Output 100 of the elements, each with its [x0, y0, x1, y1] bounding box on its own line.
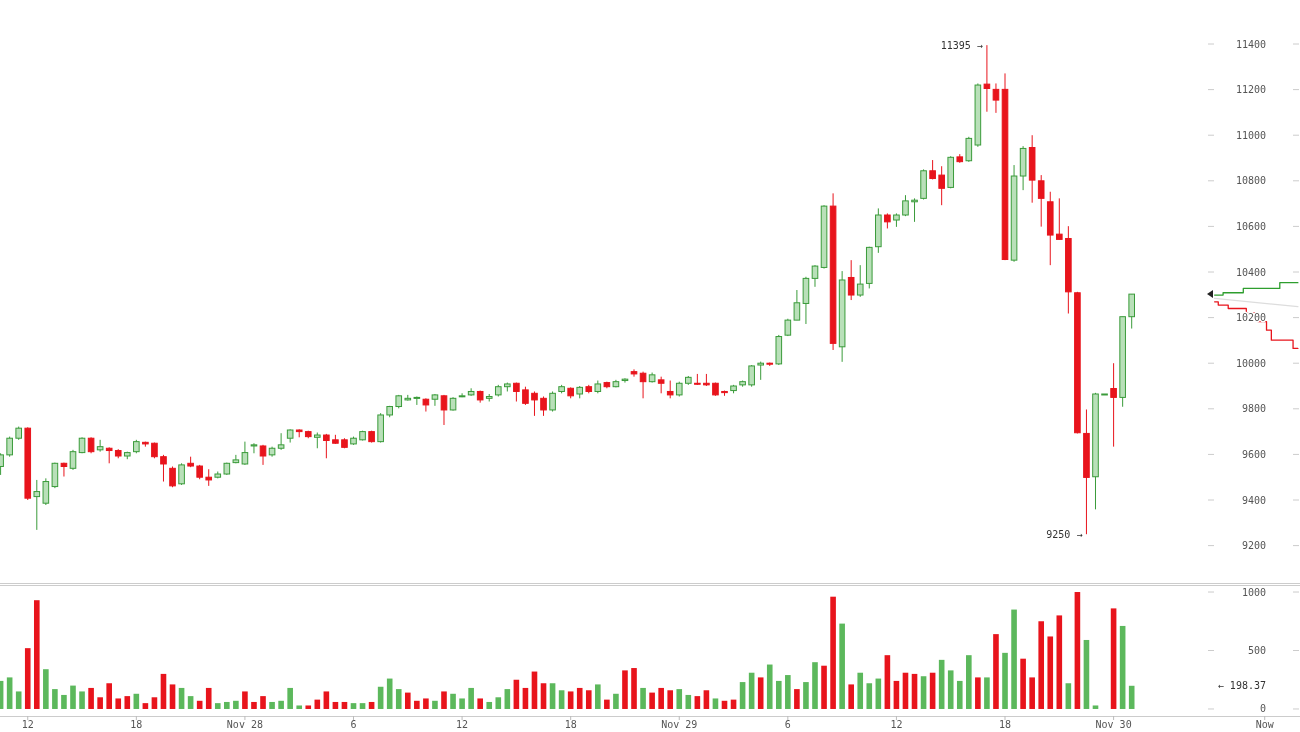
bar [97, 697, 103, 709]
bar [595, 684, 601, 709]
bar [332, 701, 339, 709]
x-tick-label: Nov 30 [1095, 719, 1132, 730]
bar [667, 690, 674, 709]
bar [414, 700, 420, 709]
candlestick [51, 462, 59, 489]
bar [966, 655, 972, 709]
bar [920, 676, 927, 709]
candlestick [793, 289, 801, 321]
y-tick-label: 0 [1259, 703, 1266, 715]
y-tick-label: 9600 [1241, 448, 1266, 460]
bar [260, 696, 266, 709]
bar [1029, 677, 1035, 709]
bar [1002, 652, 1008, 709]
bar [984, 677, 990, 709]
bar [1020, 658, 1026, 709]
bar [757, 677, 764, 709]
candlestick [639, 371, 647, 399]
bar [1092, 705, 1099, 709]
bar [269, 701, 275, 709]
candlestick [549, 390, 556, 413]
y-tick-label: 10400 [1235, 266, 1266, 278]
candlestick [69, 449, 77, 471]
candlestick [440, 394, 448, 426]
candlestick [748, 364, 755, 388]
bar [115, 698, 122, 709]
y-tick-label: 9200 [1241, 540, 1266, 552]
bar [423, 698, 429, 709]
bar [658, 687, 664, 709]
y-tick-label: 10600 [1235, 220, 1266, 232]
bar [450, 693, 456, 709]
candlestick [847, 259, 855, 301]
bar [404, 692, 411, 709]
candlestick [1128, 293, 1135, 330]
bar [296, 705, 303, 709]
bar [703, 690, 710, 709]
bar [323, 691, 330, 709]
annotation: 9250 → [1046, 528, 1083, 540]
bar [305, 705, 312, 709]
bar [395, 689, 402, 709]
bar [794, 689, 800, 709]
bar [975, 677, 981, 709]
x-tick-label: 6 [784, 719, 791, 730]
candlestick [42, 477, 50, 506]
candlestick [96, 439, 104, 453]
bar [43, 669, 49, 709]
bar [70, 685, 76, 709]
bar [694, 696, 701, 709]
bar [61, 694, 67, 709]
annotation: 11395 → [940, 39, 983, 51]
bar [341, 701, 348, 709]
bar [649, 692, 655, 709]
bar [432, 700, 438, 709]
bar [214, 703, 221, 709]
bar [803, 682, 809, 709]
annotation: ← 198.37 [1217, 680, 1266, 692]
bar [441, 691, 447, 709]
bar [567, 691, 574, 709]
candlestick [811, 264, 819, 288]
x-tick-label: 12 [456, 719, 469, 730]
bar [15, 691, 22, 709]
bar [830, 596, 836, 709]
candlestick [983, 44, 991, 113]
y-tick-label: 10000 [1235, 357, 1266, 369]
bar [287, 687, 293, 709]
x-tick-label: 18 [998, 719, 1012, 730]
bar [839, 623, 845, 709]
candlestick [1110, 362, 1117, 448]
bar [106, 683, 112, 709]
bar [477, 698, 483, 709]
bar [1011, 609, 1017, 709]
bar [350, 703, 357, 709]
bar [1047, 636, 1054, 709]
bar [233, 700, 239, 709]
bar [151, 697, 158, 709]
bar [812, 662, 818, 709]
x-tick-label: 18 [564, 719, 577, 730]
bar [956, 680, 963, 709]
candlestick [323, 433, 330, 459]
candlestick [277, 432, 285, 451]
bar [468, 687, 474, 709]
candlestick [938, 165, 945, 206]
x-tick-label: 6 [350, 719, 357, 730]
candlestick [422, 397, 430, 413]
bar [640, 687, 646, 709]
bar [169, 684, 176, 709]
bar [766, 664, 773, 709]
candlestick [60, 462, 68, 478]
bar [6, 677, 13, 709]
candlestick [992, 82, 1000, 114]
bar [486, 701, 493, 709]
x-tick-label: 12 [890, 719, 903, 730]
candlestick [178, 462, 185, 486]
y-tick-label: 1000 [1241, 586, 1266, 598]
bar [993, 634, 999, 709]
candlestick [6, 436, 13, 458]
candlestick [458, 392, 466, 398]
bar [368, 701, 375, 709]
candlestick [1056, 197, 1063, 240]
